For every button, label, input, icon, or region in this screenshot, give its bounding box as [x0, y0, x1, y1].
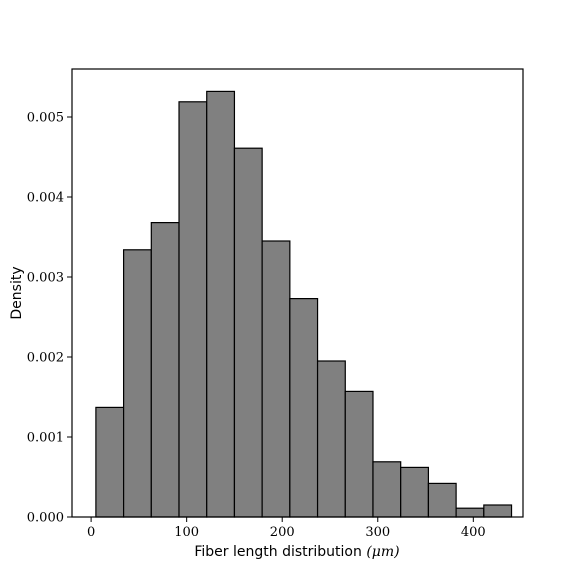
x-axis-label: Fiber length distribution (μm) [194, 544, 399, 560]
histogram-bar-8 [289, 298, 319, 518]
histogram-bar-6 [233, 147, 263, 518]
histogram-bar-4 [178, 101, 208, 518]
y-axis-label: Density [9, 266, 25, 319]
x-axis: 0 100 200 300 400 [87, 517, 486, 540]
histogram-bar-2 [122, 249, 152, 518]
x-axis-label-unit: (μm) [366, 544, 399, 560]
x-tick-label: 0 [87, 525, 95, 540]
histogram-bar-10 [344, 390, 374, 518]
histogram-bar-15 [483, 504, 513, 518]
x-tick-label: 400 [461, 525, 486, 540]
y-tick-label: 0.005 [27, 111, 64, 126]
histogram-bar-13 [427, 482, 457, 518]
x-tick-label: 100 [174, 525, 199, 540]
histogram-bar-1 [95, 406, 125, 518]
histogram-bar-7 [261, 240, 291, 518]
y-tick-label: 0.003 [27, 271, 64, 286]
y-tick-label: 0.001 [27, 431, 64, 446]
histogram-bar-3 [150, 222, 180, 518]
y-axis: 0.000 0.001 0.002 0.003 0.004 0.005 [27, 111, 72, 526]
histogram-bar-12 [400, 466, 430, 518]
x-tick-label: 300 [365, 525, 390, 540]
y-tick-label: 0.000 [27, 511, 64, 526]
bars-group [95, 90, 513, 518]
histogram-bar-5 [206, 90, 236, 518]
y-tick-label: 0.002 [27, 351, 64, 366]
plot-area [71, 68, 524, 518]
y-tick-label: 0.004 [27, 191, 64, 206]
plot-frame [71, 68, 524, 518]
histogram-bar-9 [316, 360, 346, 518]
histogram-bar-14 [455, 507, 485, 518]
x-tick-label: 200 [270, 525, 295, 540]
x-axis-label-text: Fiber length distribution [194, 544, 362, 560]
histogram-bar-11 [372, 461, 402, 518]
